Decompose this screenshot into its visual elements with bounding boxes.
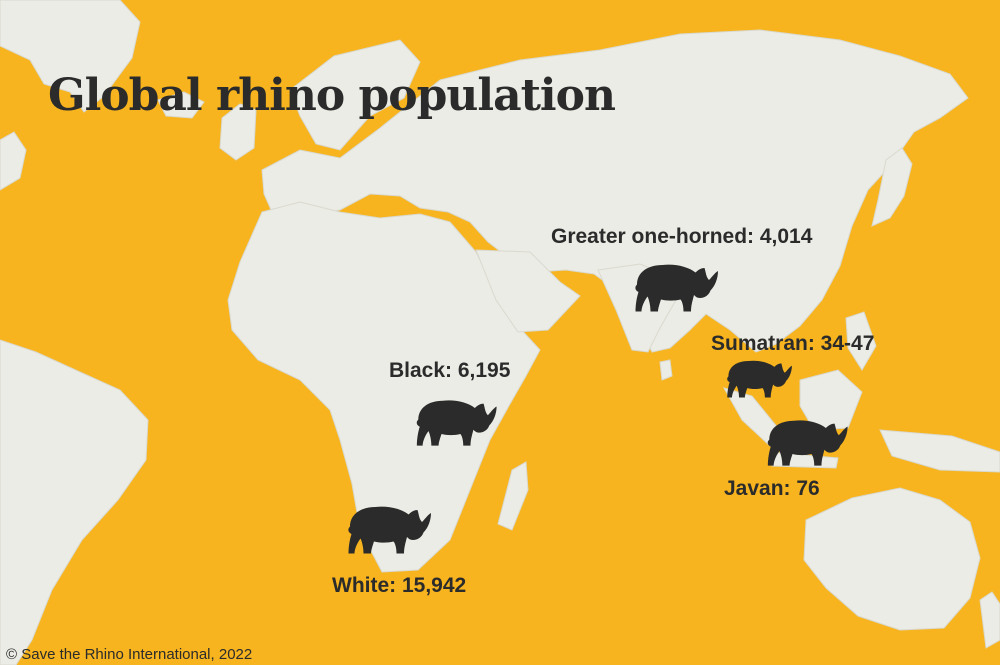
eurasia-landmass: [261, 29, 969, 353]
greater-one-horned-label: Greater one-horned: 4,014: [551, 225, 813, 248]
greenland-landmass: [0, 0, 141, 113]
iceland-landmass: [157, 91, 205, 119]
philippines-landmass: [845, 311, 877, 371]
new-zealand-landmass: [979, 591, 1000, 649]
new-guinea-landmass: [879, 429, 1000, 473]
borneo-landmass: [799, 369, 863, 431]
sumatran-label: Sumatran: 34-47: [711, 332, 875, 355]
australia-landmass: [803, 487, 981, 631]
south-america-landmass: [0, 339, 149, 665]
africa-landmass: [227, 201, 541, 573]
north-america-landmass: [0, 131, 27, 191]
javan-label: Javan: 76: [724, 477, 820, 500]
japan-landmass: [871, 147, 913, 227]
black-label: Black: 6,195: [389, 359, 511, 382]
uk-ireland-landmass: [219, 103, 257, 161]
copyright-credit: © Save the Rhino International, 2022: [6, 646, 253, 663]
white-label: White: 15,942: [332, 574, 467, 597]
madagascar-landmass: [497, 461, 529, 531]
arabia-landmass: [475, 249, 581, 333]
page-title: Global rhino population: [48, 70, 616, 121]
sri-lanka-landmass: [659, 359, 673, 381]
scandinavia-landmass: [289, 39, 421, 151]
